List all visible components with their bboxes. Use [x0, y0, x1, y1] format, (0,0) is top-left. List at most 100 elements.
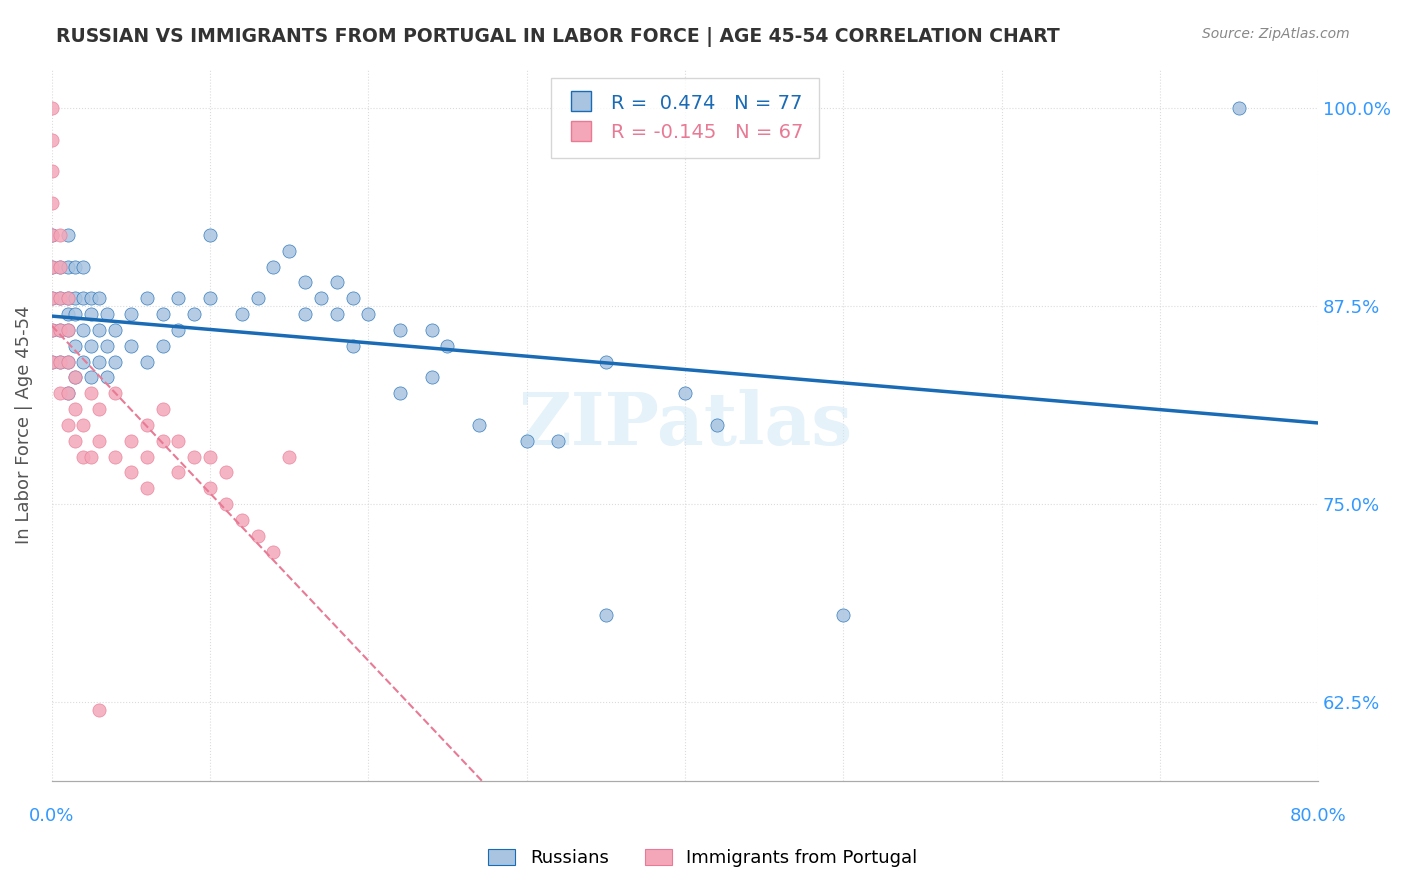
Point: [89, 402, 111, 417]
Point: [309, 291, 332, 305]
Point: [104, 354, 127, 368]
Point: [48, 354, 70, 368]
Point: [198, 481, 221, 495]
Point: [80, 307, 103, 321]
Point: [48, 260, 70, 274]
Point: [72, 450, 94, 464]
Point: [48, 291, 70, 305]
Point: [215, 466, 238, 480]
Point: [595, 607, 617, 622]
Legend: R =  0.474   N = 77, R = -0.145   N = 67: R = 0.474 N = 77, R = -0.145 N = 67: [551, 78, 820, 158]
Point: [48, 291, 70, 305]
Point: [342, 291, 364, 305]
Point: [167, 323, 190, 337]
Point: [342, 339, 364, 353]
Text: 80.0%: 80.0%: [1289, 807, 1347, 825]
Point: [80, 291, 103, 305]
Point: [104, 386, 127, 401]
Point: [198, 450, 221, 464]
Point: [183, 450, 205, 464]
Point: [72, 417, 94, 432]
Point: [183, 307, 205, 321]
Point: [56, 354, 79, 368]
Point: [516, 434, 538, 448]
Point: [706, 417, 728, 432]
Point: [832, 607, 855, 622]
Point: [72, 323, 94, 337]
Point: [152, 402, 174, 417]
Point: [41, 101, 63, 115]
Point: [56, 323, 79, 337]
Point: [468, 417, 491, 432]
Point: [120, 466, 142, 480]
Point: [1227, 101, 1250, 115]
Point: [96, 307, 118, 321]
Point: [65, 339, 87, 353]
Point: [41, 354, 63, 368]
Point: [262, 544, 284, 558]
Point: [262, 260, 284, 274]
Point: [56, 291, 79, 305]
Point: [294, 307, 316, 321]
Point: [41, 196, 63, 211]
Point: [80, 339, 103, 353]
Point: [80, 386, 103, 401]
Text: 0.0%: 0.0%: [30, 807, 75, 825]
Point: [48, 323, 70, 337]
Point: [294, 276, 316, 290]
Point: [120, 339, 142, 353]
Point: [120, 307, 142, 321]
Point: [56, 260, 79, 274]
Point: [41, 323, 63, 337]
Point: [595, 354, 617, 368]
Point: [89, 354, 111, 368]
Point: [65, 434, 87, 448]
Point: [48, 386, 70, 401]
Point: [152, 434, 174, 448]
Point: [89, 291, 111, 305]
Point: [41, 323, 63, 337]
Point: [135, 354, 157, 368]
Point: [56, 386, 79, 401]
Point: [65, 402, 87, 417]
Text: RUSSIAN VS IMMIGRANTS FROM PORTUGAL IN LABOR FORCE | AGE 45-54 CORRELATION CHART: RUSSIAN VS IMMIGRANTS FROM PORTUGAL IN L…: [56, 27, 1060, 46]
Point: [104, 323, 127, 337]
Point: [135, 417, 157, 432]
Point: [89, 434, 111, 448]
Point: [48, 227, 70, 242]
Point: [135, 450, 157, 464]
Point: [65, 370, 87, 384]
Point: [96, 339, 118, 353]
Point: [198, 291, 221, 305]
Point: [388, 323, 411, 337]
Point: [65, 291, 87, 305]
Point: [436, 339, 458, 353]
Point: [72, 354, 94, 368]
Point: [65, 370, 87, 384]
Point: [547, 434, 569, 448]
Point: [246, 529, 269, 543]
Point: [152, 339, 174, 353]
Text: Source: ZipAtlas.com: Source: ZipAtlas.com: [1202, 27, 1350, 41]
Point: [41, 354, 63, 368]
Text: ZIPatlas: ZIPatlas: [517, 390, 852, 460]
Point: [41, 227, 63, 242]
Point: [89, 323, 111, 337]
Point: [72, 291, 94, 305]
Point: [65, 260, 87, 274]
Legend: Russians, Immigrants from Portugal: Russians, Immigrants from Portugal: [481, 841, 925, 874]
Point: [135, 291, 157, 305]
Point: [56, 354, 79, 368]
Point: [56, 417, 79, 432]
Y-axis label: In Labor Force | Age 45-54: In Labor Force | Age 45-54: [15, 306, 32, 544]
Point: [48, 323, 70, 337]
Point: [278, 450, 301, 464]
Point: [56, 307, 79, 321]
Point: [167, 466, 190, 480]
Point: [135, 481, 157, 495]
Point: [420, 370, 443, 384]
Point: [152, 307, 174, 321]
Point: [167, 434, 190, 448]
Point: [325, 307, 347, 321]
Point: [56, 227, 79, 242]
